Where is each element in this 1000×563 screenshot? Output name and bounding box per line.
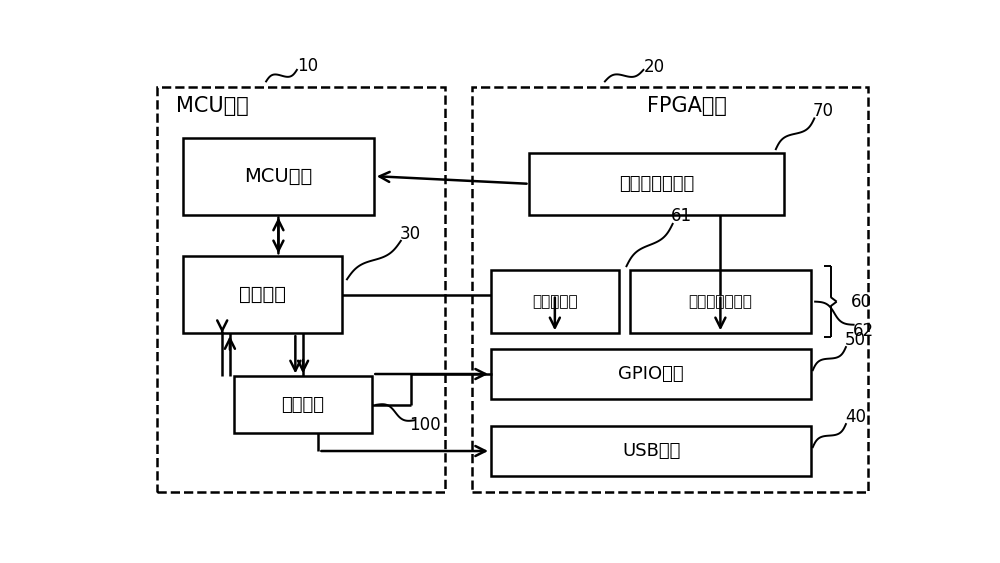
Text: 70: 70: [813, 102, 834, 120]
Bar: [234, 376, 372, 434]
Text: GPIO接口: GPIO接口: [618, 365, 684, 383]
Text: MCU模块: MCU模块: [176, 96, 249, 116]
Text: FPGA模块: FPGA模块: [647, 96, 727, 116]
Bar: [529, 153, 784, 215]
Text: 61: 61: [671, 207, 692, 225]
Text: 桥接系统: 桥接系统: [282, 396, 325, 414]
Text: 100: 100: [410, 415, 441, 434]
Bar: [491, 270, 619, 333]
Text: 10: 10: [297, 57, 318, 75]
Bar: [630, 270, 811, 333]
Text: MCU内核: MCU内核: [244, 167, 313, 186]
Text: 只读存储器: 只读存储器: [532, 294, 578, 309]
Text: 62: 62: [853, 321, 874, 339]
Bar: [183, 137, 374, 215]
Text: 随机存取存储器: 随机存取存储器: [688, 294, 752, 309]
Text: 50: 50: [845, 332, 866, 350]
Text: 40: 40: [845, 409, 866, 426]
Bar: [183, 256, 342, 333]
Bar: [472, 87, 868, 492]
Text: 30: 30: [400, 225, 421, 243]
Text: 时钟和复位系统: 时钟和复位系统: [619, 175, 694, 193]
Bar: [491, 426, 811, 476]
Text: USB接口: USB接口: [622, 442, 680, 460]
Bar: [157, 87, 445, 492]
Text: 总线系统: 总线系统: [239, 285, 286, 304]
Text: 20: 20: [644, 57, 665, 75]
Bar: [491, 348, 811, 399]
Text: 60: 60: [851, 293, 872, 311]
